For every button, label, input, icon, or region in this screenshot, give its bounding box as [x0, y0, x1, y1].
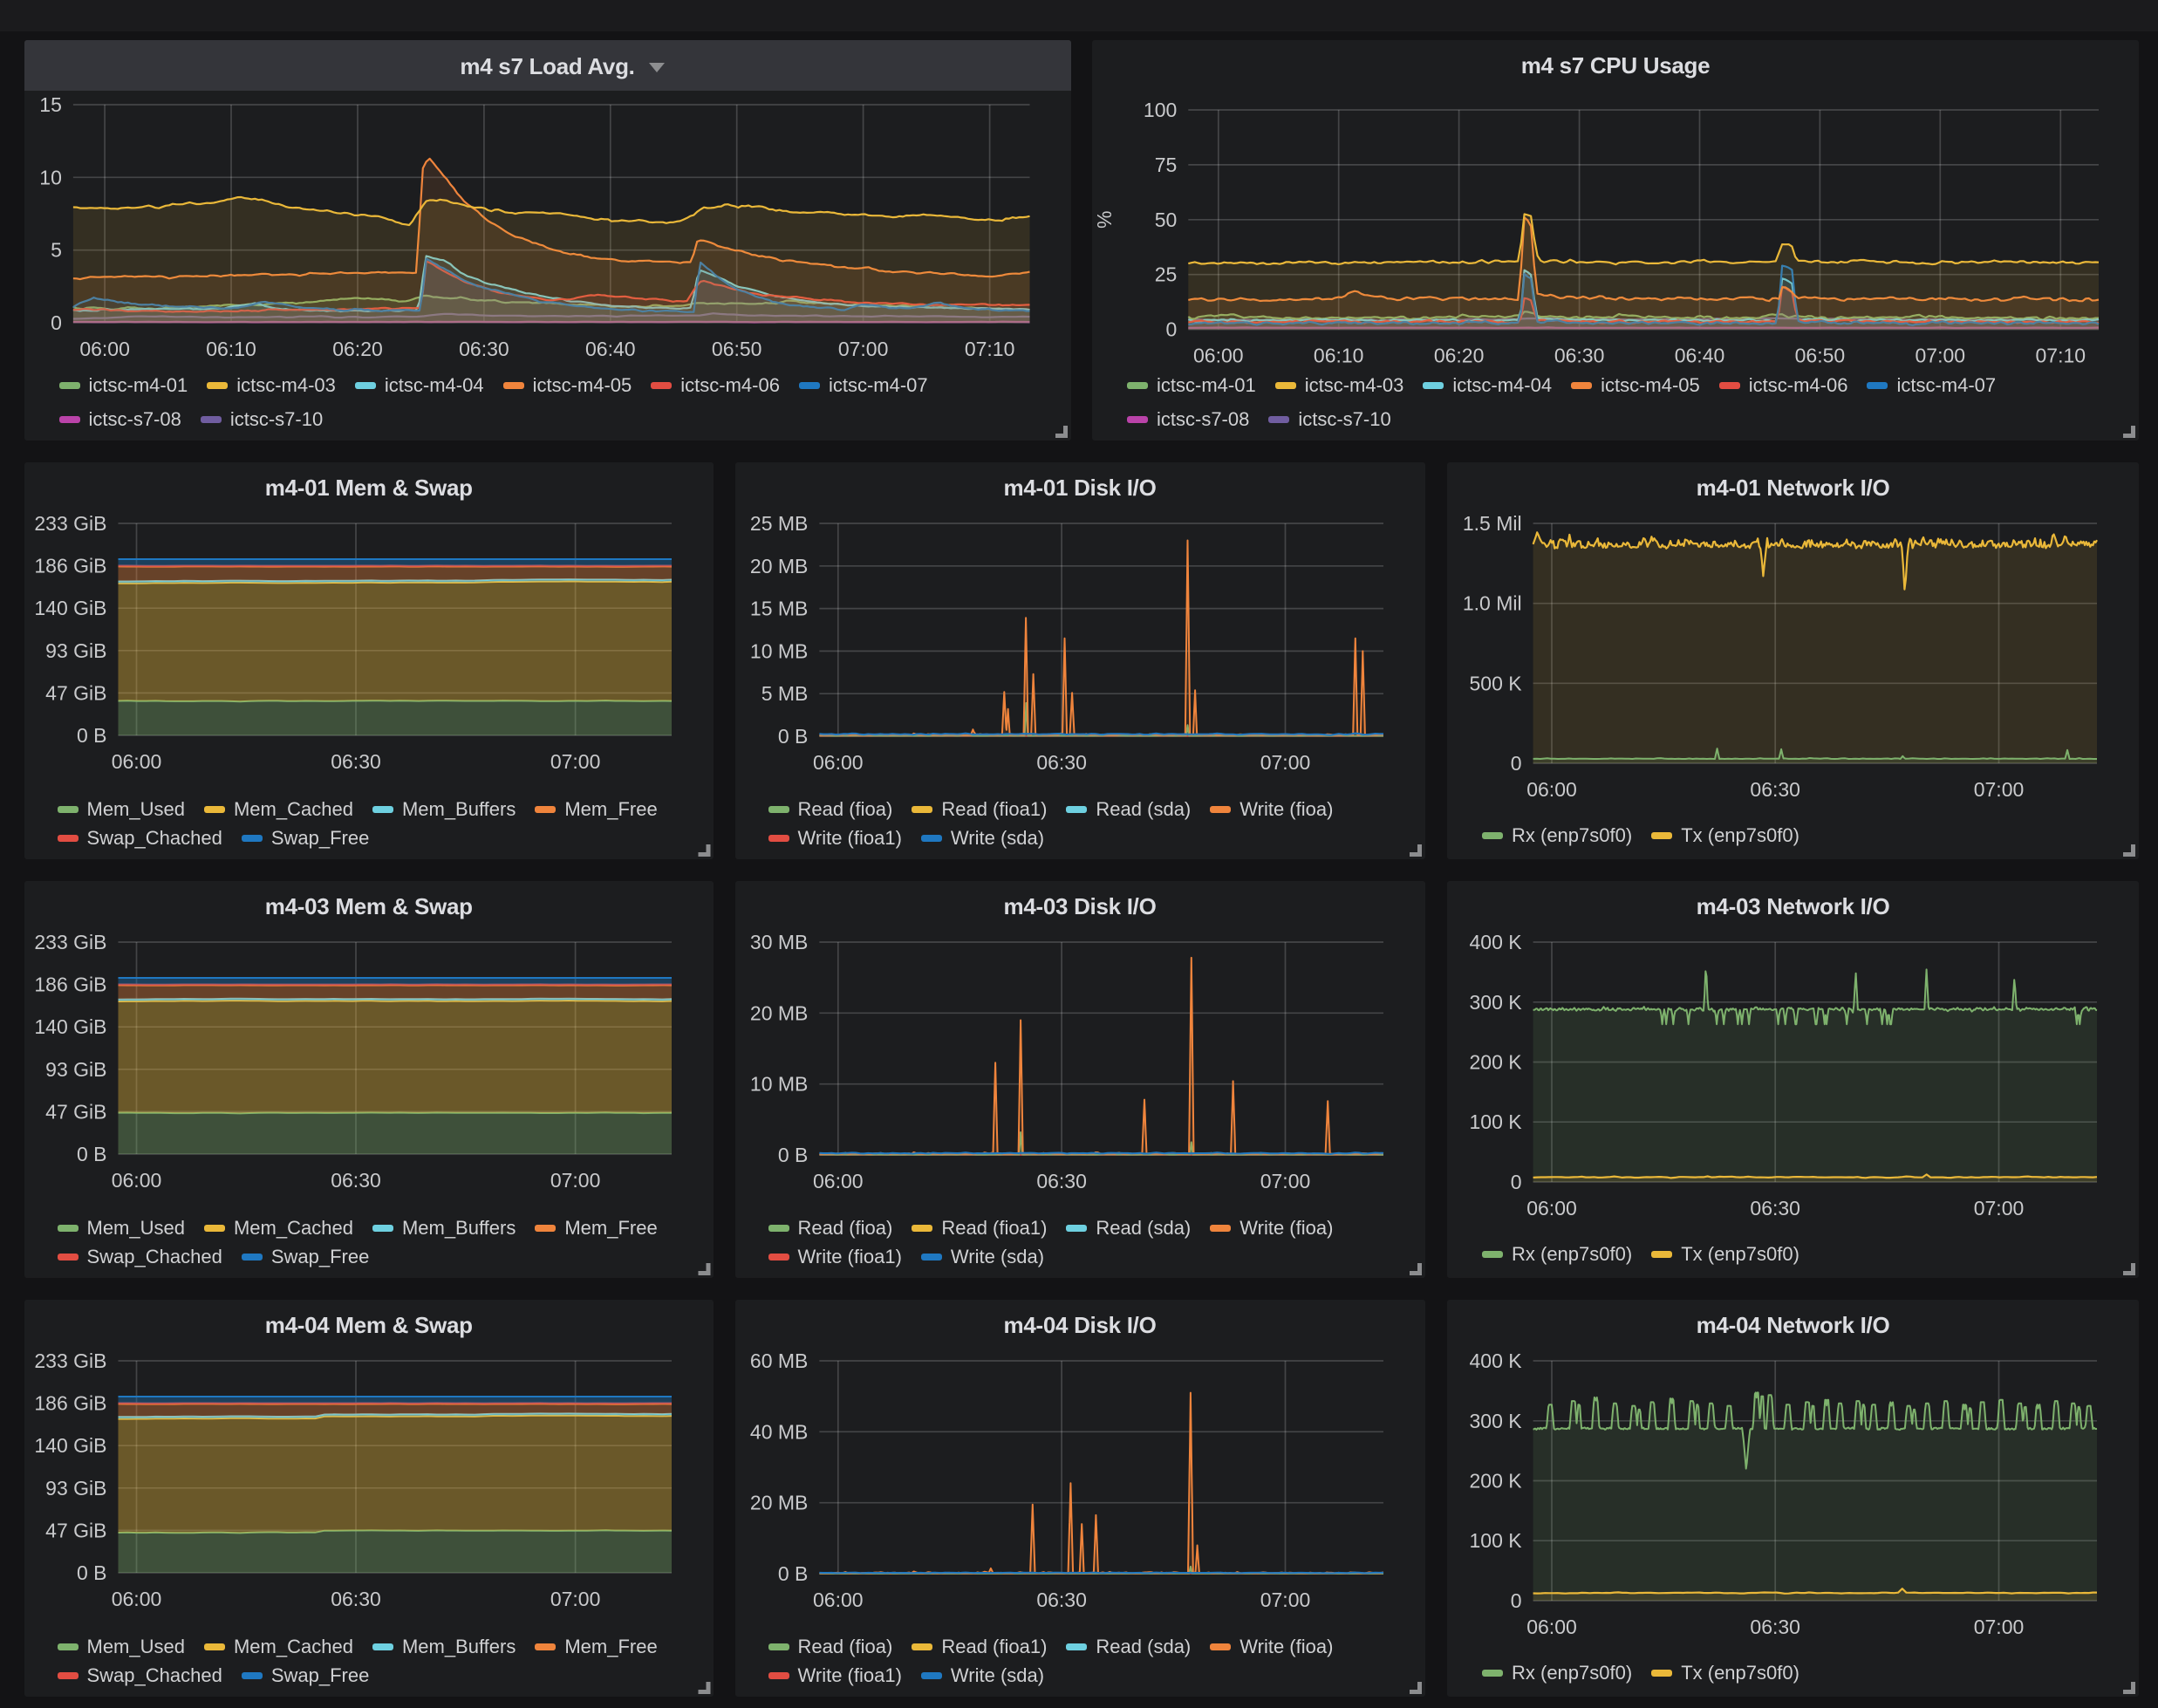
svg-text:47 GiB: 47 GiB [45, 1519, 106, 1541]
svg-text:06:00: 06:00 [813, 751, 864, 774]
svg-text:100 K: 100 K [1469, 1529, 1522, 1552]
svg-text:233 GiB: 233 GiB [34, 512, 106, 535]
svg-text:06:00: 06:00 [111, 750, 161, 773]
svg-text:06:00: 06:00 [79, 338, 130, 360]
svg-text:15 MB: 15 MB [749, 598, 807, 620]
svg-text:06:20: 06:20 [332, 338, 383, 360]
svg-text:233 GiB: 233 GiB [34, 931, 106, 953]
svg-text:0: 0 [51, 311, 62, 334]
svg-text:5 MB: 5 MB [761, 682, 808, 705]
svg-text:06:50: 06:50 [1795, 345, 1846, 367]
svg-text:40 MB: 40 MB [749, 1420, 807, 1443]
svg-text:186 GiB: 186 GiB [34, 1392, 106, 1415]
svg-text:06:00: 06:00 [1526, 1197, 1577, 1220]
svg-text:06:30: 06:30 [1750, 778, 1800, 801]
svg-text:06:30: 06:30 [1036, 1170, 1087, 1192]
svg-text:5: 5 [51, 239, 62, 262]
svg-text:07:00: 07:00 [1916, 345, 1966, 367]
svg-text:06:10: 06:10 [206, 338, 256, 360]
svg-text:06:20: 06:20 [1434, 345, 1485, 367]
svg-text:07:00: 07:00 [550, 750, 600, 773]
svg-text:0 B: 0 B [777, 725, 808, 748]
svg-text:06:30: 06:30 [1750, 1197, 1800, 1220]
svg-text:200 K: 200 K [1469, 1470, 1522, 1493]
svg-text:93 GiB: 93 GiB [45, 1477, 106, 1500]
svg-text:06:40: 06:40 [585, 338, 636, 360]
svg-text:06:00: 06:00 [111, 1588, 161, 1610]
svg-text:75: 75 [1155, 154, 1178, 176]
svg-text:07:00: 07:00 [1260, 1588, 1310, 1611]
svg-text:06:00: 06:00 [813, 1170, 864, 1192]
svg-text:0: 0 [1166, 318, 1178, 341]
svg-text:500 K: 500 K [1469, 672, 1522, 694]
svg-text:100 K: 100 K [1469, 1110, 1522, 1133]
svg-text:06:30: 06:30 [1554, 345, 1605, 367]
svg-text:300 K: 300 K [1469, 991, 1522, 1014]
svg-text:10: 10 [39, 166, 62, 188]
svg-text:0 B: 0 B [76, 1561, 106, 1584]
svg-text:0: 0 [1511, 1171, 1522, 1193]
svg-text:06:10: 06:10 [1314, 345, 1364, 367]
svg-text:400 K: 400 K [1469, 1349, 1522, 1372]
svg-text:%: % [1093, 211, 1116, 229]
svg-text:20 MB: 20 MB [749, 555, 807, 577]
svg-text:1.0 Mil: 1.0 Mil [1463, 592, 1522, 615]
svg-text:06:30: 06:30 [1036, 751, 1087, 774]
svg-text:07:00: 07:00 [1974, 1616, 2025, 1638]
svg-text:06:40: 06:40 [1675, 345, 1725, 367]
svg-text:50: 50 [1155, 208, 1178, 231]
svg-text:06:30: 06:30 [1750, 1616, 1800, 1638]
svg-text:06:30: 06:30 [459, 338, 509, 360]
svg-text:06:50: 06:50 [711, 338, 761, 360]
svg-text:140 GiB: 140 GiB [34, 1015, 106, 1038]
svg-text:07:00: 07:00 [1260, 751, 1310, 774]
svg-text:07:00: 07:00 [1974, 778, 2025, 801]
svg-text:07:10: 07:10 [2036, 345, 2086, 367]
svg-text:200 K: 200 K [1469, 1051, 1522, 1074]
svg-text:06:30: 06:30 [331, 750, 381, 773]
svg-text:07:00: 07:00 [1974, 1197, 2025, 1220]
svg-text:1.5 Mil: 1.5 Mil [1463, 512, 1522, 535]
svg-text:15: 15 [39, 93, 62, 116]
svg-text:47 GiB: 47 GiB [45, 681, 106, 704]
svg-text:06:00: 06:00 [1193, 345, 1244, 367]
svg-text:06:30: 06:30 [1036, 1588, 1087, 1611]
svg-text:0: 0 [1511, 1589, 1522, 1612]
svg-text:93 GiB: 93 GiB [45, 1058, 106, 1081]
svg-text:07:10: 07:10 [964, 338, 1014, 360]
svg-text:20 MB: 20 MB [749, 1001, 807, 1024]
svg-text:10 MB: 10 MB [749, 1073, 807, 1096]
svg-text:0: 0 [1511, 752, 1522, 775]
svg-text:100: 100 [1144, 99, 1177, 121]
svg-text:186 GiB: 186 GiB [34, 974, 106, 996]
svg-text:186 GiB: 186 GiB [34, 555, 106, 577]
svg-text:140 GiB: 140 GiB [34, 597, 106, 619]
svg-text:400 K: 400 K [1469, 931, 1522, 953]
svg-text:93 GiB: 93 GiB [45, 639, 106, 662]
svg-text:06:00: 06:00 [1526, 1616, 1577, 1638]
svg-text:06:00: 06:00 [111, 1169, 161, 1192]
svg-text:0 B: 0 B [777, 1144, 808, 1166]
svg-text:06:30: 06:30 [331, 1588, 381, 1610]
svg-text:140 GiB: 140 GiB [34, 1434, 106, 1457]
svg-text:06:00: 06:00 [1526, 778, 1577, 801]
svg-text:06:00: 06:00 [813, 1588, 864, 1611]
svg-text:60 MB: 60 MB [749, 1349, 807, 1372]
svg-text:233 GiB: 233 GiB [34, 1349, 106, 1372]
svg-text:07:00: 07:00 [550, 1169, 600, 1192]
svg-text:25 MB: 25 MB [749, 512, 807, 535]
svg-text:07:00: 07:00 [1260, 1170, 1310, 1192]
svg-text:10 MB: 10 MB [749, 639, 807, 662]
svg-text:300 K: 300 K [1469, 1410, 1522, 1432]
svg-text:06:30: 06:30 [331, 1169, 381, 1192]
svg-text:07:00: 07:00 [837, 338, 888, 360]
svg-text:47 GiB: 47 GiB [45, 1100, 106, 1123]
svg-text:30 MB: 30 MB [749, 931, 807, 953]
svg-text:25: 25 [1155, 263, 1178, 286]
svg-text:20 MB: 20 MB [749, 1492, 807, 1514]
svg-text:07:00: 07:00 [550, 1588, 600, 1610]
svg-text:0 B: 0 B [76, 724, 106, 747]
svg-text:0 B: 0 B [76, 1143, 106, 1165]
svg-text:0 B: 0 B [777, 1562, 808, 1585]
